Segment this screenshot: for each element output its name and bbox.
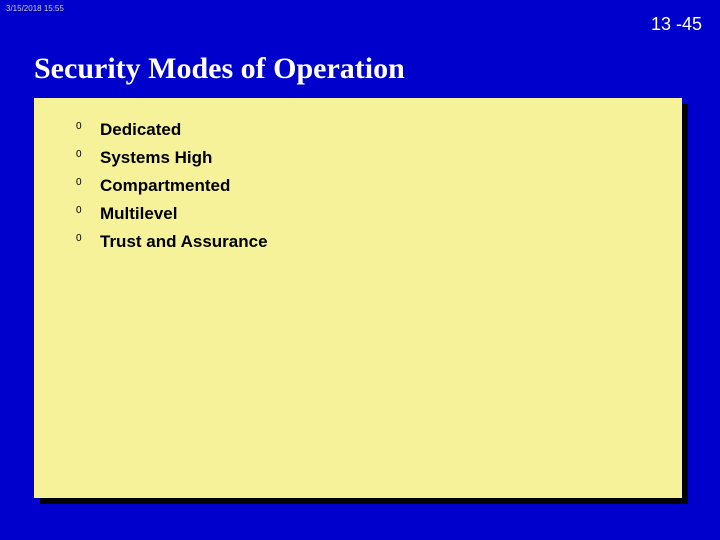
list-item: Systems High [82,144,654,172]
slide: 3/15/2018 15:55 13 -45 Security Modes of… [0,0,720,540]
bullet-list: Dedicated Systems High Compartmented Mul… [82,116,654,256]
list-item: Multilevel [82,200,654,228]
page-number: 13 -45 [651,14,702,35]
list-item: Compartmented [82,172,654,200]
slide-title: Security Modes of Operation [34,52,405,86]
content-box: Dedicated Systems High Compartmented Mul… [34,98,682,498]
timestamp: 3/15/2018 15:55 [6,4,64,13]
list-item: Trust and Assurance [82,228,654,256]
list-item: Dedicated [82,116,654,144]
